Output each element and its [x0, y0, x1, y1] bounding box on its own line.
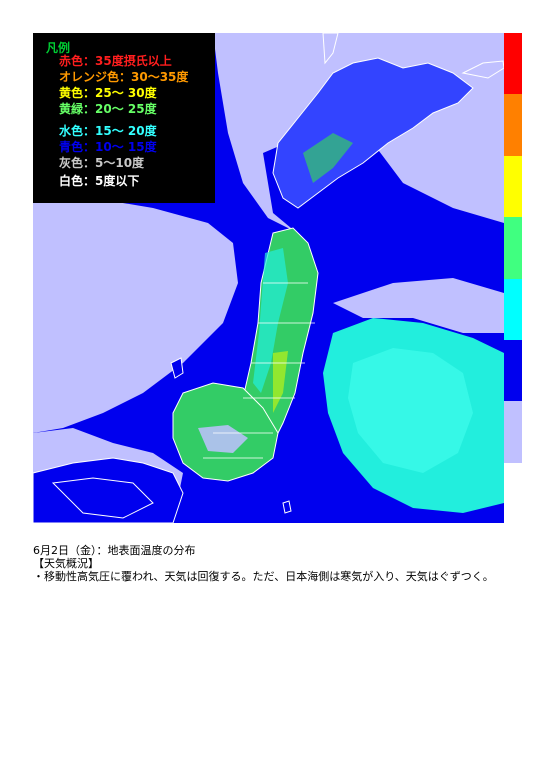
legend-item: 赤色：35度摂氏以上	[59, 54, 172, 68]
color-bar-segment	[504, 278, 522, 341]
land-hokkaido-warm	[303, 133, 353, 183]
caption-title: 6月2日（金）：地表面温度の分布	[33, 544, 196, 557]
legend-item: 青色：10～ 15度	[59, 140, 157, 154]
legend-item: 黄色：25～ 30度	[59, 86, 157, 100]
land-kuril	[461, 60, 504, 79]
land-tohoku-cool	[253, 248, 288, 393]
land-sakhalin	[322, 33, 339, 65]
legend-item: オレンジ色：30～35度	[59, 70, 189, 84]
legend: 凡例 赤色：35度摂氏以上オレンジ色：30～35度 黄色：25～ 30度 黄緑：20…	[33, 33, 215, 203]
caption-text: ・移動性高気圧に覆われ、天気は回復する。ただ、日本海側は寒気が入り、天気はぐずつ…	[33, 570, 494, 583]
cloud-west	[33, 198, 238, 433]
color-bar-segment	[504, 217, 522, 280]
caption-section: 【天気概況】	[33, 557, 99, 570]
color-bar-segment	[504, 33, 522, 95]
temperature-map	[33, 33, 504, 523]
prefecture-borders	[203, 282, 315, 459]
color-bar-segment	[504, 401, 522, 464]
cyan-sea-inner	[348, 348, 473, 473]
caption: 6月2日（金）：地表面温度の分布 【天気概況】 ・移動性高気圧に覆われ、天気は回…	[33, 544, 513, 583]
land-sado	[170, 357, 184, 379]
legend-item: 水色：15～ 20度	[59, 124, 157, 138]
legend-title: 凡例	[46, 41, 71, 55]
cloud-pacific	[333, 278, 504, 333]
color-scale-bar	[504, 33, 522, 464]
legend-item: 灰色：5～10度	[59, 156, 145, 170]
land-central-cloud	[198, 425, 248, 453]
color-bar-segment	[504, 340, 522, 402]
legend-item: 白色：5度以下	[59, 174, 140, 188]
land-west-outline	[51, 477, 154, 519]
color-bar-segment	[504, 155, 522, 218]
legend-item: 黄緑：20～ 25度	[59, 102, 157, 116]
land-tohoku-warm	[273, 351, 288, 413]
map-image	[33, 33, 504, 523]
land-izu	[282, 500, 292, 514]
color-bar-segment	[504, 94, 522, 157]
